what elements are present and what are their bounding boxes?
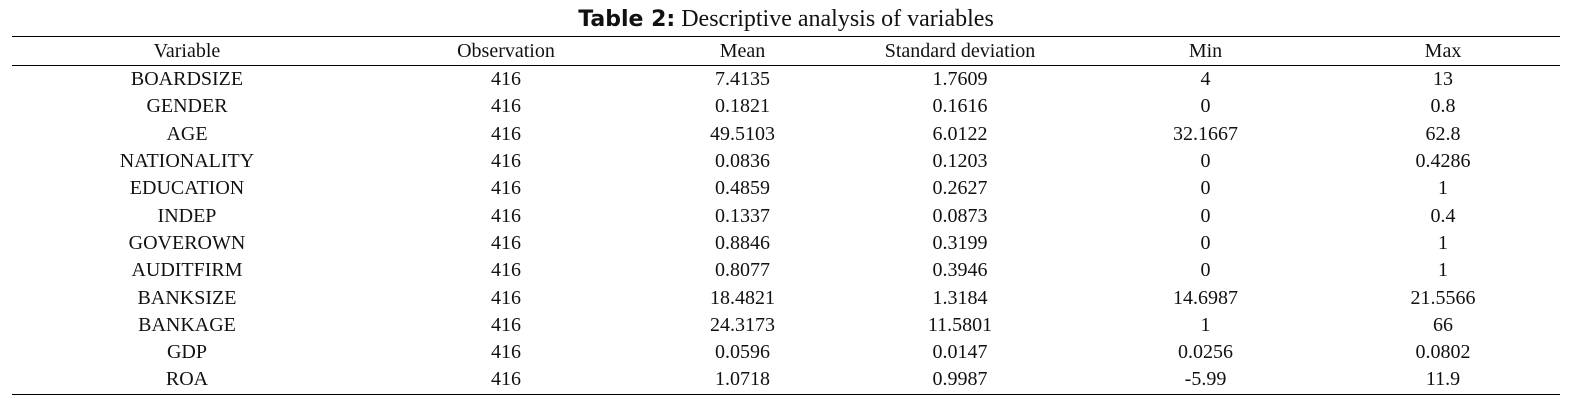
- table-row: BOARDSIZE 416 7.4135 1.7609 4 13: [12, 66, 1560, 94]
- cell-observation: 416: [491, 341, 521, 364]
- cell-standard-deviation: 0.2627: [932, 177, 988, 200]
- cell-variable: EDUCATION: [129, 177, 245, 200]
- cell-max: 21.5566: [1410, 286, 1476, 309]
- cell-standard-deviation: 6.0122: [932, 122, 988, 145]
- column-header-standard-deviation: Standard deviation: [884, 39, 1036, 62]
- cell-max: 11.9: [1425, 368, 1461, 391]
- cell-max: 0.4286: [1415, 150, 1471, 173]
- cell-observation: 416: [491, 177, 521, 200]
- column-header-observation: Observation: [457, 39, 555, 62]
- cell-standard-deviation: 0.1616: [932, 95, 988, 118]
- cell-min: 0: [1200, 177, 1211, 200]
- cell-variable: AUDITFIRM: [131, 259, 243, 282]
- cell-mean: 0.4859: [715, 177, 770, 200]
- cell-observation: 416: [491, 313, 521, 336]
- cell-mean: 0.0836: [715, 150, 770, 173]
- cell-observation: 416: [491, 122, 521, 145]
- cell-variable: GDP: [166, 341, 207, 364]
- cell-max: 1: [1438, 231, 1448, 254]
- cell-variable: GOVEROWN: [128, 231, 246, 254]
- column-header-max: Max: [1424, 39, 1462, 62]
- cell-standard-deviation: 1.3184: [932, 286, 988, 309]
- cell-min: 0: [1200, 95, 1211, 118]
- cell-variable: BANKAGE: [138, 313, 236, 336]
- column-header-mean: Mean: [719, 39, 766, 62]
- cell-mean: 0.8846: [715, 231, 770, 254]
- cell-mean: 0.8077: [715, 259, 770, 282]
- cell-mean: 0.1337: [715, 204, 770, 227]
- descriptive-statistics-table: Variable Observation Mean Standard devia…: [12, 36, 1560, 395]
- cell-max: 1: [1438, 259, 1448, 282]
- cell-variable: BANKSIZE: [137, 286, 237, 309]
- cell-min: 0: [1200, 204, 1211, 227]
- table-row: ROA 416 1.0718 0.9987 -5.99 11.9: [12, 366, 1560, 395]
- column-header-variable: Variable: [153, 39, 221, 62]
- cell-variable: INDEP: [157, 204, 217, 227]
- table-row: GDP 416 0.0596 0.0147 0.0256 0.0802: [12, 339, 1560, 366]
- cell-min: 0.0256: [1178, 341, 1233, 364]
- cell-observation: 416: [491, 368, 521, 391]
- cell-variable: GENDER: [146, 95, 228, 118]
- cell-min: 0: [1200, 259, 1211, 282]
- cell-max: 66: [1433, 313, 1453, 336]
- cell-observation: 416: [491, 150, 521, 173]
- table-body: BOARDSIZE 416 7.4135 1.7609 4 13 GENDER 416 0.18…: [12, 66, 1560, 395]
- cell-variable: BOARDSIZE: [130, 68, 244, 91]
- cell-observation: 416: [491, 68, 521, 91]
- table-row: AGE 416 49.5103 6.0122 32.1667 62.8: [12, 121, 1560, 148]
- cell-variable: AGE: [166, 122, 208, 145]
- cell-min: -5.99: [1184, 368, 1227, 391]
- table-row: BANKAGE 416 24.3173 11.5801 1 66: [12, 312, 1560, 339]
- table-caption: Table 2: Descriptive analysis of variabl…: [0, 4, 1572, 35]
- cell-max: 62.8: [1425, 122, 1461, 145]
- cell-observation: 416: [491, 204, 521, 227]
- cell-variable: ROA: [165, 368, 209, 391]
- cell-observation: 416: [491, 286, 521, 309]
- cell-min: 4: [1200, 68, 1211, 91]
- cell-mean: 1.0718: [715, 368, 770, 391]
- cell-standard-deviation: 1.7609: [932, 68, 988, 91]
- cell-observation: 416: [491, 95, 521, 118]
- table-row: NATIONALITY 416 0.0836 0.1203 0 0.4286: [12, 148, 1560, 175]
- cell-max: 13: [1433, 68, 1453, 91]
- cell-max: 0.8: [1430, 95, 1456, 118]
- cell-standard-deviation: 0.1203: [932, 150, 988, 173]
- cell-observation: 416: [491, 259, 521, 282]
- cell-mean: 0.1821: [715, 95, 770, 118]
- column-header-min: Min: [1188, 39, 1223, 62]
- cell-min: 0: [1200, 150, 1211, 173]
- cell-variable: NATIONALITY: [119, 150, 255, 173]
- cell-max: 0.4: [1430, 204, 1456, 227]
- cell-standard-deviation: 0.3199: [932, 231, 988, 254]
- cell-max: 1: [1438, 177, 1448, 200]
- cell-mean: 7.4135: [715, 68, 770, 91]
- cell-min: 32.1667: [1173, 122, 1238, 145]
- cell-min: 0: [1200, 231, 1211, 254]
- cell-max: 0.0802: [1415, 341, 1471, 364]
- table-caption-label: Table 2:: [578, 7, 676, 32]
- cell-mean: 24.3173: [710, 313, 775, 336]
- table-caption-text: Descriptive analysis of variables: [681, 6, 994, 32]
- cell-min: 1: [1200, 313, 1211, 336]
- cell-mean: 18.4821: [710, 286, 775, 309]
- table-header-row: Variable Observation Mean Standard devia…: [12, 36, 1560, 66]
- table-row: AUDITFIRM 416 0.8077 0.3946 0 1: [12, 257, 1560, 284]
- cell-min: 14.6987: [1173, 286, 1238, 309]
- cell-standard-deviation: 0.0147: [932, 341, 988, 364]
- table-row: BANKSIZE 416 18.4821 1.3184 14.6987 21.5566: [12, 284, 1560, 311]
- table-row: GOVEROWN 416 0.8846 0.3199 0 1: [12, 230, 1560, 257]
- table-row: GENDER 416 0.1821 0.1616 0 0.8: [12, 93, 1560, 120]
- cell-standard-deviation: 0.3946: [932, 259, 988, 282]
- cell-standard-deviation: 0.0873: [932, 204, 988, 227]
- cell-observation: 416: [491, 231, 521, 254]
- cell-standard-deviation: 0.9987: [932, 368, 988, 391]
- cell-standard-deviation: 11.5801: [927, 313, 993, 336]
- table-row: INDEP 416 0.1337 0.0873 0 0.4: [12, 202, 1560, 229]
- cell-mean: 49.5103: [710, 122, 775, 145]
- table-row: EDUCATION 416 0.4859 0.2627 0 1: [12, 175, 1560, 202]
- cell-mean: 0.0596: [715, 341, 770, 364]
